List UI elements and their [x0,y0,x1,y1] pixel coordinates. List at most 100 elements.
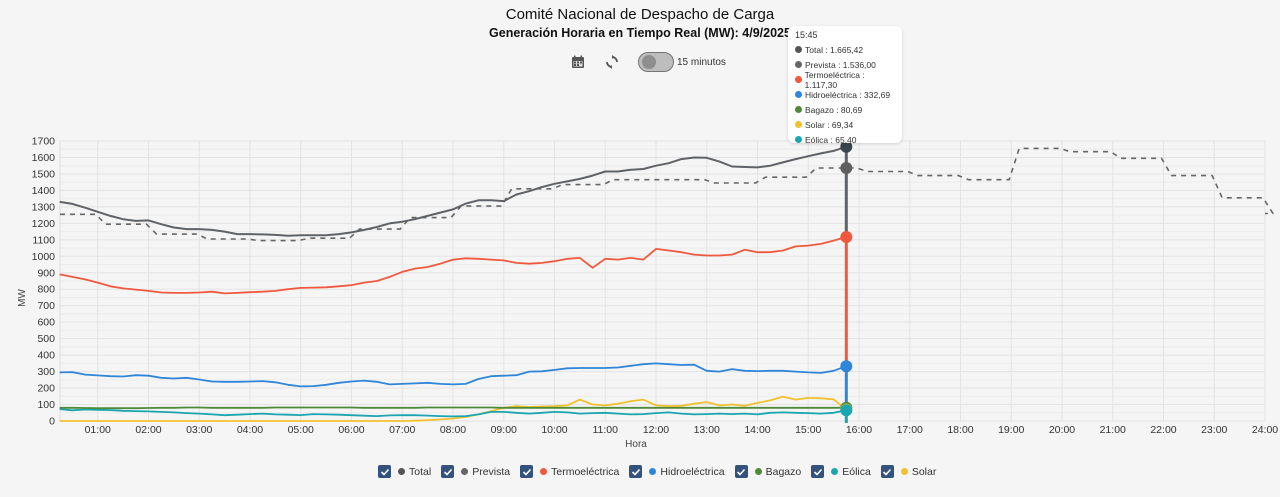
x-tick-label: 14:00 [744,424,770,436]
legend-item-prevista[interactable]: Prevista [441,465,510,478]
checkbox[interactable] [520,465,534,478]
tooltip-row: Solar : 69,34 [795,117,895,132]
y-tick-label: 1600 [32,152,56,164]
y-tick-label: 0 [49,416,55,428]
y-tick-label: 1000 [32,251,56,263]
legend-color-dot [754,468,762,475]
page-title: Comité Nacional de Despacho de Carga [505,6,775,23]
x-tick-label: 15:00 [795,424,821,436]
x-tick-label: 03:00 [186,424,212,436]
x-tick-label: 09:00 [491,424,517,436]
tooltip-value: Total : 1.665,42 [805,44,864,55]
series-line-total[interactable] [59,145,847,237]
checkbox[interactable] [378,465,391,478]
chart-subtitle: Generación Horaria en Tiempo Real (MW): … [489,26,791,40]
x-tick-label: 12:00 [643,424,669,436]
checkbox[interactable] [441,465,455,478]
tooltip-row: Termoeléctrica : 1.117,30 [795,69,895,90]
tooltip-row: Total : 1.665,42 [795,42,895,57]
hover-marker-prevista [840,162,853,175]
series-line-eolica[interactable] [59,408,847,418]
y-tick-label: 1100 [32,234,55,246]
y-tick-label: 1500 [32,168,56,180]
series-line-termoelectrica[interactable] [59,236,847,295]
y-tick-label: 900 [37,267,55,279]
tooltip-row: Eólica : 65,40 [795,132,895,147]
x-tick-label: 07:00 [389,424,415,436]
series-color-dot [795,76,802,83]
legend-item-total[interactable]: Total [378,465,431,478]
tooltip-row: Hidroeléctrica : 332,69 [795,87,895,102]
x-tick-label: 16:00 [846,424,872,436]
series-color-dot [795,136,802,143]
x-tick-label: 24:00 [1252,424,1278,436]
legend-color-dot [900,468,908,475]
series-line-solar[interactable] [59,395,847,422]
x-tick-label: 05:00 [288,424,314,436]
chart-legend: Total Prevista Termoeléctrica Hidroeléctric… [378,465,946,478]
checkbox[interactable] [734,465,748,478]
hover-marker-eolica [840,404,853,417]
series-line-hidroelectrica[interactable] [59,362,847,388]
legend-item-bagazo[interactable]: Bagazo [734,465,802,478]
legend-label: Eólica [842,465,871,478]
legend-item-termoelectrica[interactable]: Termoeléctrica [520,465,619,478]
legend-item-solar[interactable]: Solar [880,465,937,478]
legend-color-dot [461,468,469,475]
x-tick-label: 21:00 [1100,424,1126,436]
series-color-dot [795,106,802,113]
legend-label: Total [409,465,432,478]
interval-toggle[interactable] [638,52,674,72]
legend-item-hidroelectrica[interactable]: Hidroeléctrica [629,465,725,478]
legend-color-dot [540,468,548,475]
y-tick-label: 200 [37,383,55,395]
y-axis-label: MW [17,289,28,307]
series-color-dot [795,61,802,68]
x-tick-label: 17:00 [897,424,923,436]
calendar-icon[interactable] [568,52,588,72]
x-tick-label: 10:00 [541,424,567,436]
tooltip-value: Termoeléctrica : 1.117,30 [804,69,865,90]
x-tick-label: 04:00 [237,424,263,436]
series-line-prevista[interactable] [60,147,1274,242]
series-color-dot [795,46,802,53]
legend-label: Hidroeléctrica [660,465,725,478]
x-tick-label: 02:00 [135,424,161,436]
checkbox[interactable] [811,465,825,478]
legend-item-eolica[interactable]: Eólica [811,465,871,478]
legend-color-dot [398,468,405,475]
legend-color-dot [831,468,839,475]
x-axis-label: Hora [625,439,647,450]
legend-label: Prevista [472,465,511,478]
checkbox[interactable] [629,465,643,478]
y-tick-label: 1400 [32,185,56,197]
tooltip-time: 15:45 [795,30,818,40]
x-tick-label: 19:00 [998,424,1024,436]
tooltip-value: Solar : 69,34 [805,119,854,130]
x-tick-label: 22:00 [1150,424,1176,436]
series-color-dot [795,121,802,128]
legend-label: Solar [911,465,937,478]
tooltip-row: Prevista : 1.536,00 [795,57,895,72]
y-tick-label: 700 [37,300,55,312]
legend-label: Bagazo [765,465,802,478]
checkbox[interactable] [880,465,894,478]
refresh-icon[interactable] [602,52,622,72]
x-tick-label: 20:00 [1049,424,1075,436]
legend-label: Termoeléctrica [551,465,620,478]
tooltip-value: Bagazo : 80,69 [805,104,863,115]
hover-marker-hidroelectrica [840,360,853,373]
series-line-bagazo[interactable] [59,406,847,410]
y-tick-label: 1200 [32,218,56,230]
series-color-dot [795,91,802,98]
x-tick-label: 23:00 [1201,424,1227,436]
x-tick-label: 18:00 [947,424,973,436]
y-tick-label: 500 [37,333,55,345]
x-tick-label: 08:00 [440,424,466,436]
y-tick-label: 1300 [32,201,56,213]
hover-tooltip: 15:45 Total : 1.665,42 Prevista : 1.536,0… [788,26,902,145]
x-tick-label: 01:00 [85,424,111,436]
toggle-knob [642,55,656,69]
chart-controls: 15 minutos [568,51,726,73]
